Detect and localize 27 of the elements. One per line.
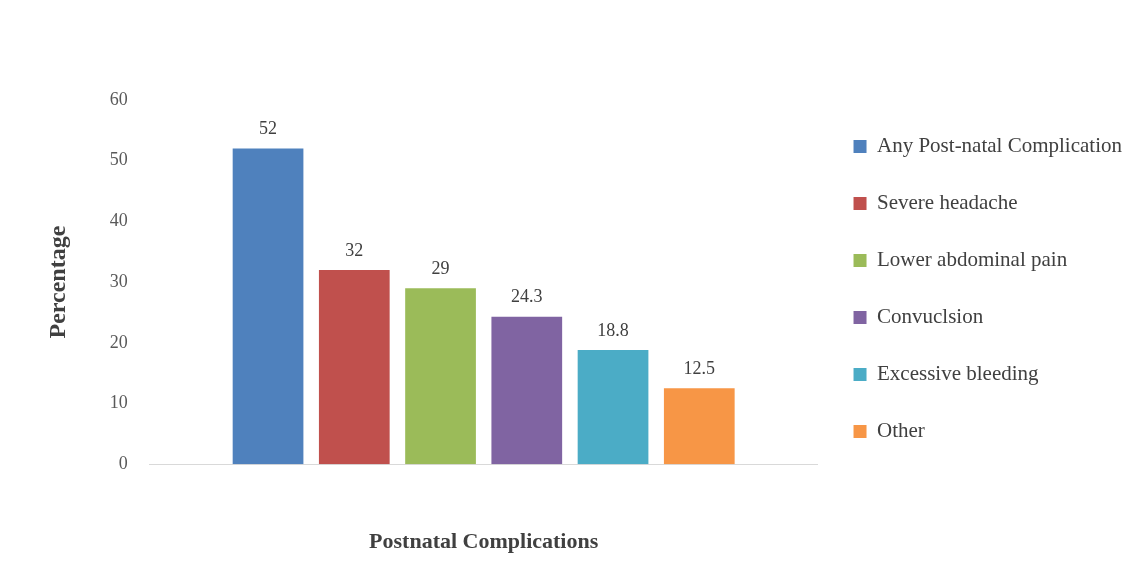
data-label: 29 [431,257,450,278]
data-label: 32 [345,239,364,260]
y-tick-label: 50 [109,149,128,170]
y-tick-label: 40 [109,210,128,231]
legend-label: Any Post-natal Complication [877,133,1123,158]
bar [405,288,476,465]
legend-label: Convuclsion [877,304,984,329]
data-label: 24.3 [511,286,543,307]
legend-label: Severe headache [877,190,1018,215]
y-axis-title: Percentage [43,225,70,339]
y-tick-label: 20 [109,331,128,352]
bar [577,350,649,465]
y-tick-label: 10 [109,392,128,413]
legend-label: Lower abdominal pain [877,247,1068,272]
x-axis-title: Postnatal Complications [369,528,599,554]
bar [232,148,304,465]
legend-label: Excessive bleeding [877,361,1040,386]
y-tick-label: 0 [118,452,128,473]
data-label: 18.8 [597,319,629,340]
bar [663,388,735,465]
y-tick-label: 60 [109,88,128,109]
data-label: 52 [259,118,278,139]
data-label: 12.5 [683,358,716,379]
y-tick-label: 30 [109,270,128,291]
bar [491,316,563,465]
bar [318,269,390,465]
legend-label: Other [877,418,925,443]
